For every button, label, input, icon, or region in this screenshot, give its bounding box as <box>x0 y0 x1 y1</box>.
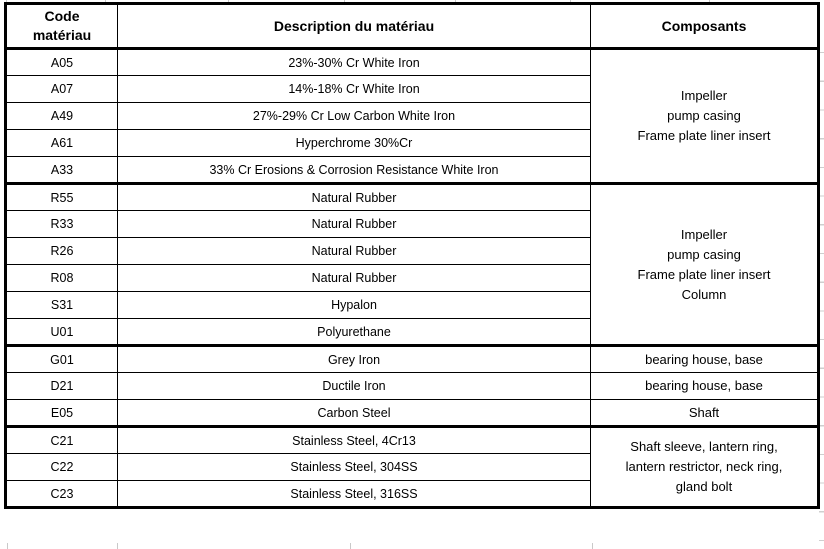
code-cell: D21 <box>5 372 118 400</box>
column-header-composants: Composants <box>590 3 819 50</box>
description-cell: Hyperchrome 30%Cr <box>117 129 591 157</box>
composants-cell: Shaft <box>590 399 819 428</box>
gridline <box>455 0 456 3</box>
gridline <box>105 0 106 3</box>
code-cell: R33 <box>5 210 118 238</box>
code-cell: R55 <box>5 183 118 211</box>
description-cell: Stainless Steel, 316SS <box>117 480 591 509</box>
description-cell: Natural Rubber <box>117 237 591 265</box>
code-cell: A61 <box>5 129 118 157</box>
table-row: G01 Grey Iron bearing house, base <box>5 345 819 373</box>
composants-cell-merged: Impeller pump casing Frame plate liner i… <box>590 183 819 347</box>
description-cell: Natural Rubber <box>117 210 591 238</box>
gridline-row-stubs <box>819 52 824 542</box>
composants-cell: bearing house, base <box>590 345 819 373</box>
composants-cell-merged: Shaft sleeve, lantern ring, lantern rest… <box>590 426 819 509</box>
table-row: R26 Natural Rubber <box>5 237 819 265</box>
column-header-description: Description du matériau <box>117 3 591 50</box>
code-cell: A33 <box>5 156 118 185</box>
gridline <box>117 543 118 549</box>
description-cell: Stainless Steel, 304SS <box>117 453 591 481</box>
code-cell: A49 <box>5 102 118 130</box>
description-cell: 23%-30% Cr White Iron <box>117 48 591 76</box>
code-cell: E05 <box>5 399 118 428</box>
description-cell: 33% Cr Erosions & Corrosion Resistance W… <box>117 156 591 185</box>
description-cell: Stainless Steel, 4Cr13 <box>117 426 591 454</box>
table-row: U01 Polyurethane <box>5 318 819 347</box>
table-row: A07 14%-18% Cr White Iron <box>5 75 819 103</box>
description-cell: 27%-29% Cr Low Carbon White Iron <box>117 102 591 130</box>
description-cell: 14%-18% Cr White Iron <box>117 75 591 103</box>
description-cell: Natural Rubber <box>117 183 591 211</box>
materials-table: Code matériau Description du matériau Co… <box>4 2 820 509</box>
gridline <box>570 0 571 3</box>
description-cell: Ductile Iron <box>117 372 591 400</box>
table-row: R55 Natural Rubber Impeller pump casing … <box>5 183 819 347</box>
code-cell: C23 <box>5 480 118 509</box>
table-row: A33 33% Cr Erosions & Corrosion Resistan… <box>5 156 819 185</box>
description-cell: Grey Iron <box>117 345 591 373</box>
gridline <box>6 0 7 3</box>
column-header-code: Code matériau <box>5 3 118 50</box>
code-cell: U01 <box>5 318 118 347</box>
table-row: A05 23%-30% Cr White Iron Impeller pump … <box>5 48 819 185</box>
description-cell: Hypalon <box>117 291 591 319</box>
table-row: E05 Carbon Steel Shaft <box>5 399 819 428</box>
gridline <box>228 0 229 3</box>
gridline <box>592 543 593 549</box>
code-cell: G01 <box>5 345 118 373</box>
table-row: D21 Ductile Iron bearing house, base <box>5 372 819 400</box>
table-row: C22 Stainless Steel, 304SS <box>5 453 819 481</box>
header-row: Code matériau Description du matériau Co… <box>5 3 819 50</box>
gridline <box>350 543 351 549</box>
code-cell: S31 <box>5 291 118 319</box>
code-cell: C22 <box>5 453 118 481</box>
code-cell: R26 <box>5 237 118 265</box>
gridline <box>7 543 8 549</box>
table-row: C21 Stainless Steel, 4Cr13 Shaft sleeve,… <box>5 426 819 509</box>
description-cell: Natural Rubber <box>117 264 591 292</box>
table-row: C23 Stainless Steel, 316SS <box>5 480 819 509</box>
code-cell: A07 <box>5 75 118 103</box>
description-cell: Carbon Steel <box>117 399 591 428</box>
gridline <box>344 0 345 3</box>
code-cell: A05 <box>5 48 118 76</box>
composants-cell-merged: Impeller pump casing Frame plate liner i… <box>590 48 819 185</box>
gridline <box>709 0 710 3</box>
code-cell: R08 <box>5 264 118 292</box>
code-cell: C21 <box>5 426 118 454</box>
table-row: R33 Natural Rubber <box>5 210 819 238</box>
description-cell: Polyurethane <box>117 318 591 347</box>
composants-cell: bearing house, base <box>590 372 819 400</box>
